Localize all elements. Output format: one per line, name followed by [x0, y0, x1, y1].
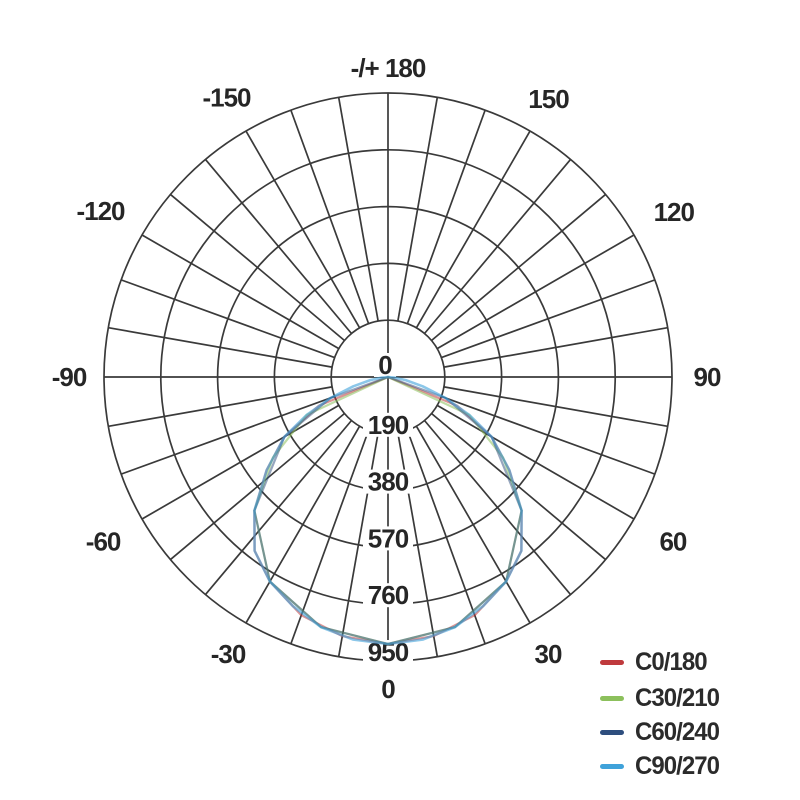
grid-spoke — [436, 404, 635, 520]
grid-spoke — [108, 326, 333, 368]
angle-label: -60 — [86, 527, 121, 557]
grid-spoke — [141, 404, 340, 520]
grid-spoke — [245, 130, 361, 329]
curve-C90-270 — [253, 375, 523, 646]
grid-spoke — [290, 430, 370, 645]
grid-spoke — [441, 395, 656, 475]
grid-spoke — [443, 386, 668, 428]
legend-swatch-icon — [600, 763, 624, 769]
grid-spoke — [120, 395, 335, 475]
angle-label: -30 — [211, 639, 246, 669]
radial-tick-label: 570 — [368, 523, 409, 553]
grid-spoke — [430, 193, 607, 342]
legend-label: C90/270 — [635, 751, 720, 780]
grid-spoke — [169, 193, 346, 342]
grid-spoke — [141, 234, 340, 350]
legend-label: C0/180 — [635, 647, 708, 676]
grid-spoke — [397, 97, 439, 322]
grid-spoke — [423, 158, 572, 335]
angle-label: 120 — [654, 197, 695, 227]
legend-label: C60/240 — [635, 717, 720, 746]
angle-label: 150 — [528, 84, 569, 114]
radial-tick-label: 380 — [368, 467, 409, 497]
grid-spoke — [108, 386, 333, 428]
legend-swatch-icon — [600, 659, 624, 665]
radial-label-backing — [363, 469, 413, 494]
grid-spoke — [406, 430, 486, 645]
grid-spoke — [169, 412, 346, 561]
grid-spoke — [443, 326, 668, 368]
grid-spoke — [415, 130, 531, 329]
radial-tick-label: 760 — [368, 580, 409, 610]
grid-spoke — [120, 279, 335, 359]
legend-swatch-icon — [600, 729, 624, 735]
legend-item: C60/240 — [600, 719, 723, 745]
radial-tick-label: 0 — [378, 350, 392, 380]
radial-label-backing — [363, 583, 413, 608]
angle-label: 90 — [694, 362, 721, 392]
grid-spoke — [245, 425, 361, 624]
grid-spoke — [290, 109, 370, 324]
legend-item: C90/270 — [600, 753, 723, 779]
radial-label-backing — [363, 412, 413, 437]
grid-spoke — [430, 412, 607, 561]
legend-item: C0/180 — [600, 649, 710, 675]
grid-spoke — [436, 234, 635, 350]
angle-label: -/+ 180 — [351, 53, 426, 83]
grid-spoke — [423, 419, 572, 596]
angle-label: -150 — [202, 82, 251, 112]
radial-label-backing — [363, 526, 413, 551]
grid-spoke — [415, 425, 531, 624]
angle-label: 60 — [659, 527, 686, 557]
radial-label-backing — [374, 353, 396, 377]
grid-spoke — [337, 97, 379, 322]
legend-label: C30/210 — [635, 683, 720, 712]
legend-item: C30/210 — [600, 685, 723, 711]
angle-label: -90 — [52, 362, 87, 392]
angle-label: 0 — [381, 674, 395, 704]
grid-spoke — [441, 279, 656, 359]
grid-spoke — [204, 158, 353, 335]
grid-spoke — [204, 419, 353, 596]
grid-spoke — [406, 109, 486, 324]
angle-label: -120 — [76, 196, 125, 226]
legend-swatch-icon — [600, 695, 624, 701]
angle-label: 30 — [535, 639, 562, 669]
radial-tick-label: 190 — [368, 410, 409, 440]
